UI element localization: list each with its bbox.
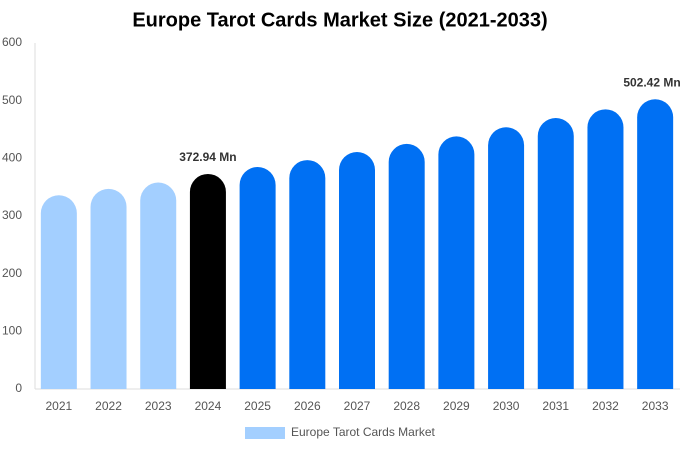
x-tick-label: 2033	[642, 399, 669, 413]
x-tick-label: 2024	[195, 399, 222, 413]
y-tick-label: 400	[2, 151, 22, 165]
y-tick-label: 0	[15, 381, 22, 395]
x-tick-label: 2025	[244, 399, 271, 413]
bar	[438, 136, 475, 389]
bar	[339, 151, 375, 389]
bar	[637, 99, 674, 390]
bar	[537, 117, 574, 389]
value-label: 372.94 Mn	[179, 150, 236, 164]
x-tick-label: 2031	[542, 399, 569, 413]
bar	[488, 127, 525, 389]
bar	[90, 188, 127, 389]
x-tick-label: 2030	[493, 399, 520, 413]
value-label: 502.42 Mn	[623, 75, 680, 89]
x-tick-label: 2029	[443, 399, 470, 413]
y-tick-label: 600	[2, 35, 22, 49]
bar	[388, 143, 425, 389]
x-tick-label: 2032	[592, 399, 619, 413]
chart-title: Europe Tarot Cards Market Size (2021-203…	[132, 9, 547, 31]
x-tick-label: 2028	[393, 399, 420, 413]
x-tick-label: 2021	[45, 399, 72, 413]
bar	[239, 166, 276, 389]
y-tick-label: 300	[2, 208, 22, 222]
y-tick-label: 500	[2, 93, 22, 107]
x-tick-label: 2023	[145, 399, 172, 413]
x-tick-label: 2027	[344, 399, 371, 413]
bar	[140, 182, 177, 389]
bar	[40, 195, 77, 389]
y-tick-label: 100	[2, 324, 22, 338]
bar	[289, 160, 326, 389]
bar	[587, 109, 624, 390]
y-tick-label: 200	[2, 266, 22, 280]
legend-label: Europe Tarot Cards Market	[291, 425, 436, 439]
x-tick-label: 2022	[95, 399, 122, 413]
x-tick-label: 2026	[294, 399, 321, 413]
bar	[189, 173, 226, 389]
legend-swatch	[245, 427, 285, 439]
